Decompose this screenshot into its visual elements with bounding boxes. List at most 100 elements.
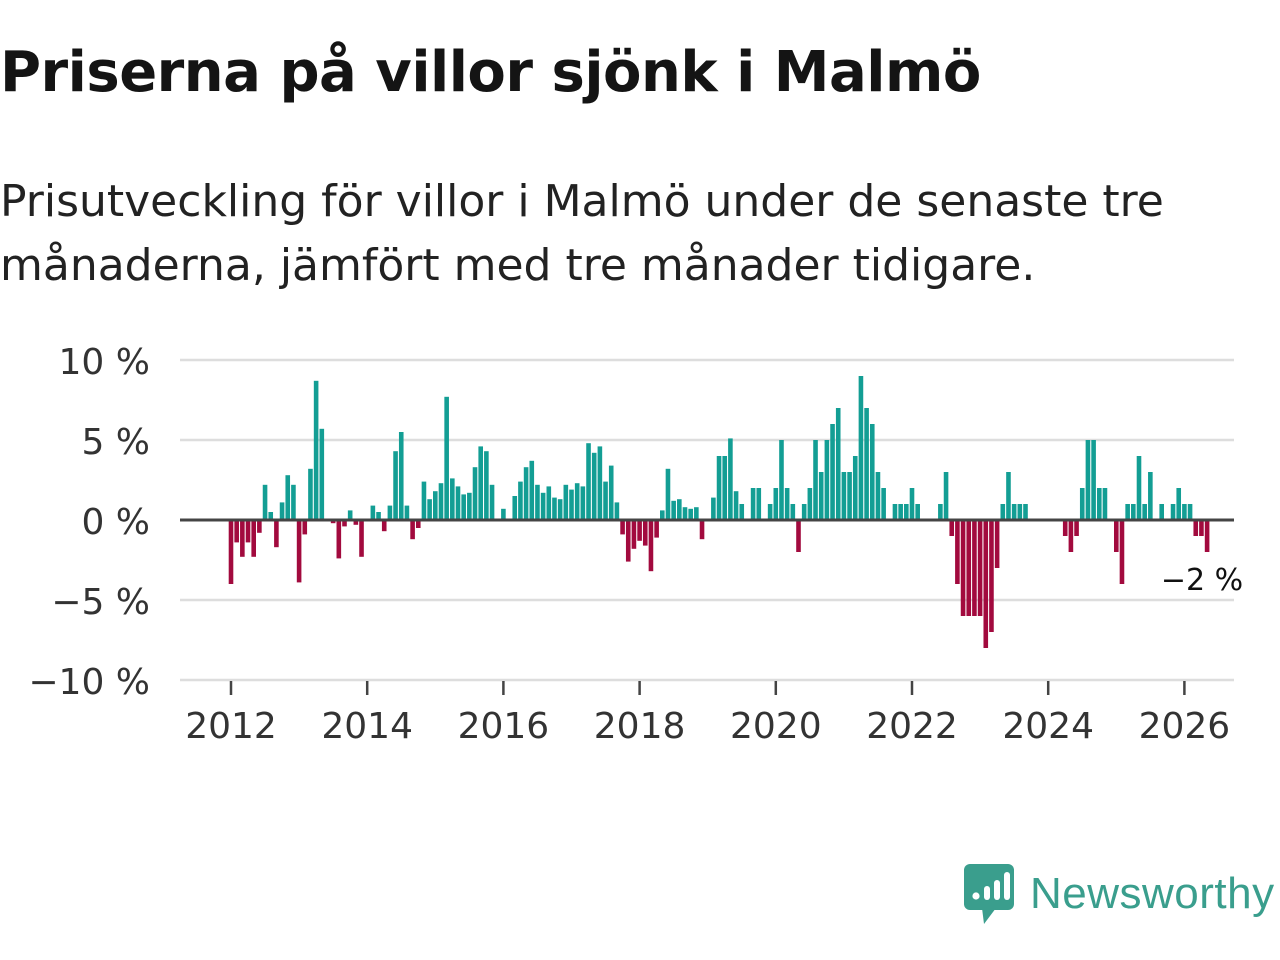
bar (943, 472, 949, 520)
bar (796, 520, 801, 552)
bar (722, 456, 728, 520)
bar (257, 520, 262, 533)
bar (501, 508, 506, 520)
bar (381, 520, 387, 532)
bar (682, 507, 688, 520)
bar (972, 520, 977, 616)
bar (830, 424, 835, 520)
bar (268, 512, 274, 520)
bar (574, 483, 580, 520)
bar (977, 520, 983, 616)
bar (915, 504, 920, 520)
bar (404, 505, 410, 520)
bar (665, 468, 671, 520)
bar (597, 446, 603, 520)
bar (994, 520, 1000, 568)
bar (898, 504, 903, 520)
bar (557, 499, 563, 520)
bar (773, 488, 779, 520)
bar (1170, 504, 1176, 520)
y-tick-label: −5 % (51, 582, 150, 623)
bar-chart: 10 % 5 % 0 % −5 % −10 % 2012 2014 2016 2018 2020 2… (28, 342, 1243, 747)
bar (415, 520, 421, 528)
bar (591, 452, 597, 520)
bar (648, 520, 654, 572)
bar (262, 484, 268, 520)
bar (563, 484, 569, 520)
bar (694, 507, 699, 520)
bar (1068, 520, 1074, 552)
bar (529, 460, 535, 520)
bar (642, 520, 648, 546)
bar (586, 443, 591, 520)
bar (540, 492, 546, 520)
bar (319, 428, 325, 520)
bar (393, 451, 398, 520)
bar (1091, 440, 1096, 520)
bar (1125, 504, 1130, 520)
bar (955, 520, 960, 584)
bar (427, 499, 432, 520)
bar (637, 520, 642, 541)
brand-name: Newsworthy (1030, 869, 1275, 918)
bar (614, 502, 620, 520)
bar (756, 488, 762, 520)
bar (1148, 472, 1153, 520)
bar (291, 484, 296, 520)
bar (733, 491, 739, 520)
bar (620, 520, 625, 535)
bar (938, 504, 943, 520)
bar (455, 486, 461, 520)
bar (359, 520, 364, 557)
bar (807, 488, 813, 520)
bar (699, 520, 705, 540)
bar (1017, 504, 1023, 520)
x-tick-label: 2020 (730, 706, 822, 747)
y-tick-label: 0 % (81, 502, 150, 543)
bar (484, 451, 489, 520)
bar (716, 456, 722, 520)
bar (660, 510, 665, 520)
chart-subtitle: Prisutveckling för villor i Malmö under … (0, 176, 1164, 291)
bar (285, 475, 291, 520)
bar (1011, 504, 1017, 520)
bar (671, 500, 676, 520)
bar (546, 486, 552, 520)
bar (523, 467, 529, 520)
bar (824, 440, 830, 520)
bar (1079, 488, 1085, 520)
bar (1182, 504, 1187, 520)
bar (245, 520, 251, 543)
y-tick-label: 10 % (59, 342, 150, 383)
bar (313, 380, 319, 520)
bar (739, 504, 745, 520)
bar (847, 472, 852, 520)
bar (608, 465, 614, 520)
bar (1159, 504, 1164, 520)
bar (603, 481, 608, 520)
bar (1136, 456, 1142, 520)
bar (376, 512, 381, 520)
bar (1023, 504, 1028, 520)
x-tick-label: 2012 (185, 706, 277, 747)
bar (966, 520, 972, 616)
bar (279, 502, 285, 520)
bar (949, 520, 955, 536)
bar (467, 492, 472, 520)
bar (1193, 520, 1199, 536)
bar (569, 489, 574, 520)
x-tick-label: 2018 (594, 706, 686, 747)
bar (1062, 520, 1068, 536)
bar (818, 472, 824, 520)
bar (881, 488, 886, 520)
bar (688, 508, 693, 520)
bar (512, 496, 518, 520)
bar (1204, 520, 1210, 552)
bar (858, 376, 864, 520)
bar (1096, 488, 1102, 520)
bar (1114, 520, 1119, 552)
bar (790, 504, 796, 520)
bar (398, 432, 404, 520)
bar (228, 520, 234, 584)
x-tick-label: 2014 (321, 706, 413, 747)
